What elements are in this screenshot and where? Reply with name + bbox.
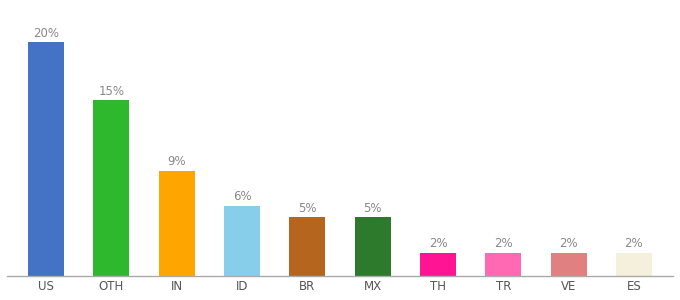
Bar xyxy=(420,253,456,276)
Bar xyxy=(616,253,652,276)
Text: 15%: 15% xyxy=(99,85,124,98)
Text: 9%: 9% xyxy=(167,155,186,168)
Bar xyxy=(28,42,64,276)
Bar xyxy=(355,218,390,276)
Text: 5%: 5% xyxy=(298,202,317,215)
Bar xyxy=(290,218,325,276)
Bar xyxy=(224,206,260,276)
Text: 6%: 6% xyxy=(233,190,252,203)
Bar xyxy=(158,171,194,276)
Text: 2%: 2% xyxy=(624,237,643,250)
Text: 2%: 2% xyxy=(428,237,447,250)
Bar xyxy=(486,253,522,276)
Text: 5%: 5% xyxy=(363,202,382,215)
Text: 2%: 2% xyxy=(559,237,578,250)
Text: 20%: 20% xyxy=(33,27,59,40)
Text: 2%: 2% xyxy=(494,237,513,250)
Bar xyxy=(551,253,587,276)
Bar xyxy=(93,100,129,276)
